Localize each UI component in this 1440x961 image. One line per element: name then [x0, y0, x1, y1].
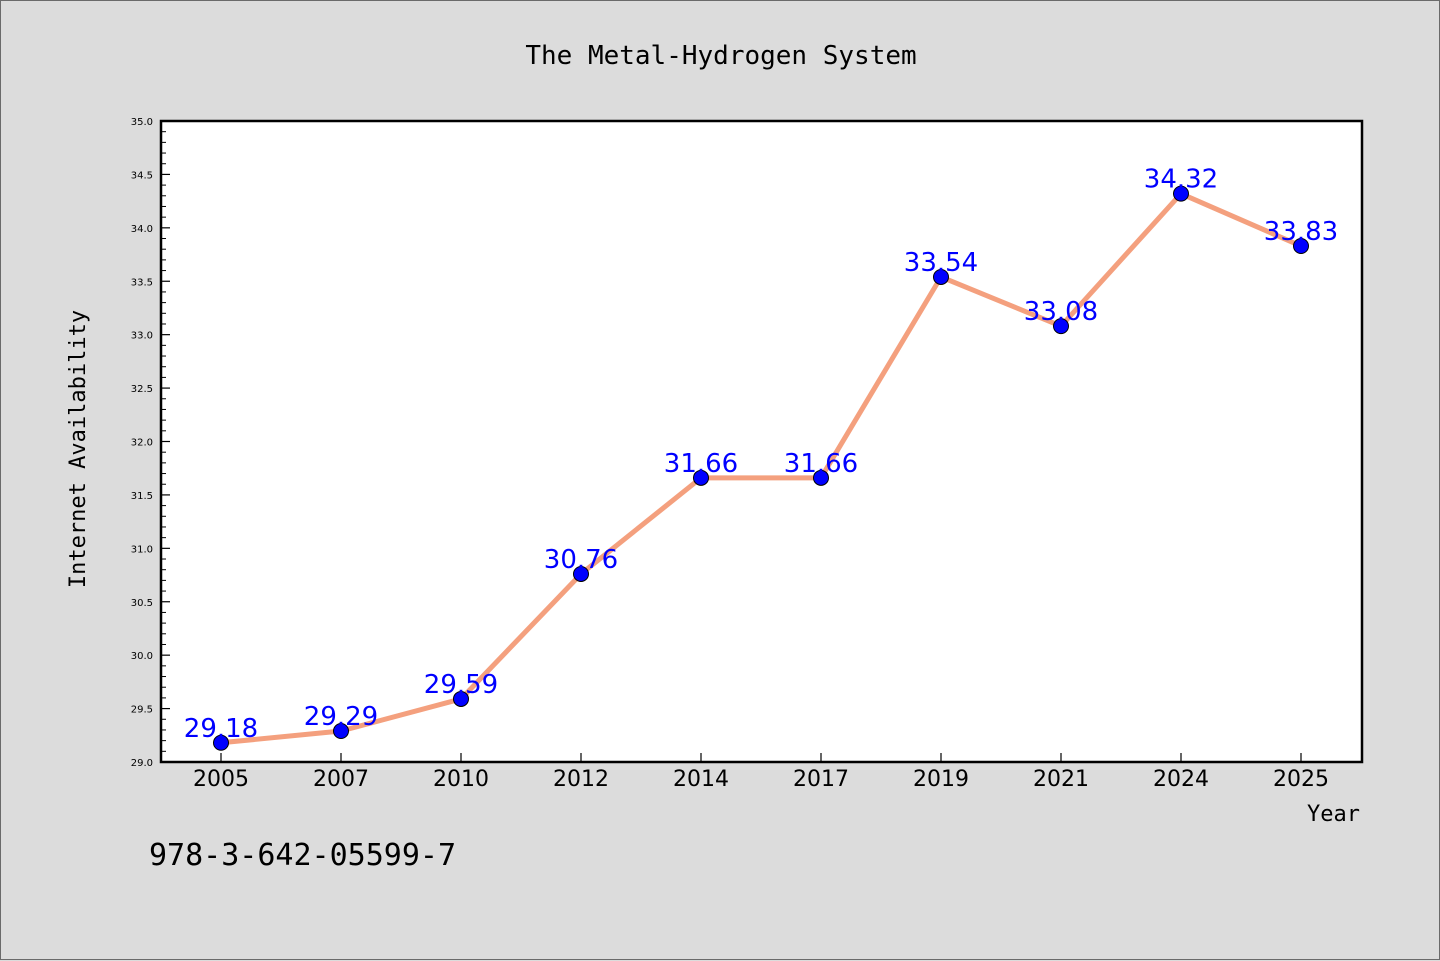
- data-point: [1053, 318, 1069, 335]
- y-tick-label: 35.0: [131, 117, 153, 128]
- y-tick-label: 31.5: [131, 491, 153, 502]
- x-axis-label: Year: [1307, 802, 1360, 827]
- y-tick-label: 29.5: [131, 705, 153, 716]
- data-label: 34.32: [1144, 165, 1218, 195]
- data-point: [213, 734, 229, 751]
- x-tick-label: 2024: [1153, 767, 1209, 792]
- x-axis-ticks: 2005 2007 2010 2012 2014 2017 2019 2021 2024 2025: [193, 753, 1329, 792]
- x-tick-label: 2010: [433, 767, 489, 792]
- data-label: 31.66: [664, 449, 738, 479]
- data-point: [333, 723, 349, 740]
- x-tick-label: 2012: [553, 767, 609, 792]
- series-layer: [213, 185, 1309, 751]
- data-label: 29.29: [304, 702, 378, 732]
- y-tick-label: 31.0: [131, 544, 153, 555]
- y-tick-label: 34.0: [131, 224, 153, 235]
- y-tick-label: 29.0: [131, 758, 153, 769]
- data-point: [1173, 185, 1189, 202]
- y-tick-label: 32.0: [131, 438, 153, 449]
- data-point: [813, 469, 829, 486]
- data-point: [453, 690, 469, 707]
- data-label: 29.18: [184, 714, 258, 744]
- data-point: [693, 469, 709, 486]
- data-label: 33.54: [904, 248, 978, 278]
- y-tick-label: 33.5: [131, 277, 153, 288]
- y-tick-label: 30.0: [131, 651, 153, 662]
- y-axis-label: Internet Availability: [66, 310, 91, 588]
- data-label: 33.83: [1264, 217, 1338, 247]
- x-tick-label: 2021: [1033, 767, 1089, 792]
- data-point: [1293, 237, 1309, 254]
- data-point: [933, 268, 949, 285]
- data-label: 29.59: [424, 670, 498, 700]
- data-point: [573, 565, 589, 582]
- y-tick-label: 33.0: [131, 331, 153, 342]
- chart-title: The Metal-Hydrogen System: [525, 41, 916, 71]
- data-labels: 29.18 29.29 29.59 30.76 31.66 31.66 33.54 33.08…: [184, 165, 1338, 744]
- data-label: 33.08: [1024, 297, 1098, 327]
- plot-border: [159, 119, 1364, 764]
- y-tick-label: 30.5: [131, 598, 153, 609]
- plot-area: [161, 121, 1362, 762]
- x-tick-label: 2014: [673, 767, 729, 792]
- y-tick-label: 34.5: [131, 170, 153, 181]
- x-tick-label: 2019: [913, 767, 969, 792]
- x-tick-label: 2017: [793, 767, 849, 792]
- data-label: 30.76: [544, 545, 618, 575]
- isbn-text: 978-3-642-05599-7: [149, 838, 456, 873]
- series-line: [218, 191, 1304, 746]
- x-tick-label: 2005: [193, 767, 249, 792]
- x-tick-label: 2025: [1273, 767, 1329, 792]
- x-tick-label: 2007: [313, 767, 369, 792]
- data-label: 31.66: [784, 449, 858, 479]
- y-tick-label: 32.5: [131, 384, 153, 395]
